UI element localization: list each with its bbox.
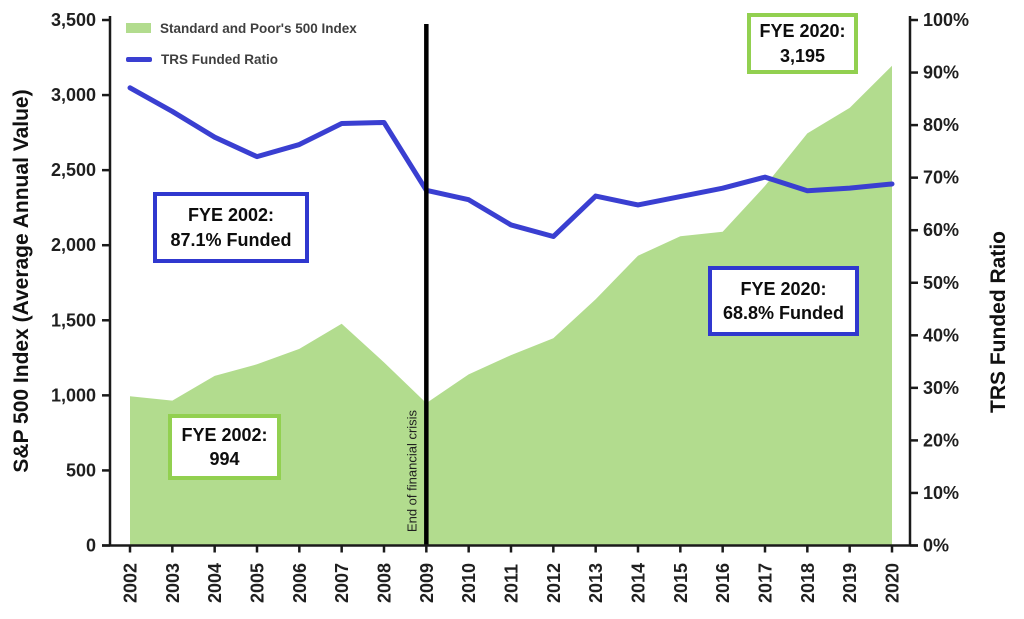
right-axis-tick-label: 100% — [923, 10, 969, 30]
trs-line-swatch-icon — [126, 56, 152, 62]
left-axis-tick-label: 500 — [66, 460, 96, 480]
right-axis-tick-label: 40% — [923, 325, 959, 345]
annotation-fye2020-index: FYE 2020: 3,195 — [747, 13, 858, 74]
annotation-fye2002-funded: FYE 2002: 87.1% Funded — [153, 192, 309, 263]
right-axis-tick-label: 30% — [923, 378, 959, 398]
x-axis-tick-label: 2004 — [205, 563, 225, 603]
legend-item-trs: TRS Funded Ratio — [126, 47, 357, 71]
annotation-line: 68.8% Funded — [722, 303, 845, 323]
x-axis-tick-label: 2012 — [544, 563, 564, 603]
legend-label-trs: TRS Funded Ratio — [161, 51, 278, 67]
right-axis-tick-label: 60% — [923, 220, 959, 240]
annotation-line: 994 — [209, 449, 240, 469]
x-axis-tick-label: 2018 — [798, 563, 818, 603]
right-axis-tick-label: 20% — [923, 430, 959, 450]
legend-item-sp500: Standard and Poor's 500 Index — [126, 16, 357, 40]
right-axis-title: TRS Funded Ratio — [987, 231, 1010, 413]
left-axis-title: S&P 500 Index (Average Annual Value) — [10, 89, 33, 473]
left-axis-tick-label: 0 — [86, 536, 96, 556]
event-line-label: End of financial crisis — [404, 409, 420, 533]
left-axis-tick-label: 1,000 — [51, 385, 96, 405]
left-axis-tick-label: 3,500 — [51, 10, 96, 30]
x-axis-tick-label: 2011 — [502, 564, 522, 603]
annotation-line: 87.1% Funded — [170, 229, 292, 250]
x-axis-tick-label: 2016 — [713, 563, 733, 603]
annotation-line: FYE 2020: — [740, 278, 827, 299]
right-axis-tick-label: 10% — [923, 483, 959, 503]
sp500-area-series — [130, 65, 892, 546]
x-axis-tick-label: 2008 — [375, 563, 395, 603]
x-axis-tick-label: 2020 — [883, 563, 903, 603]
legend-label-sp500: Standard and Poor's 500 Index — [160, 20, 357, 36]
annotation-line: 3,195 — [779, 45, 826, 66]
x-axis-tick-label: 2019 — [840, 563, 860, 603]
annotation-line: FYE 2020: — [759, 21, 846, 42]
left-axis-tick-label: 1,500 — [51, 310, 96, 330]
x-axis-tick-label: 2002 — [121, 563, 141, 603]
right-axis-tick-label: 70% — [923, 168, 959, 188]
x-axis-tick-label: 2013 — [586, 563, 606, 603]
left-axis-tick-label: 3,000 — [51, 85, 96, 105]
right-axis-tick-label: 80% — [923, 115, 959, 135]
right-axis-tick-label: 90% — [923, 63, 959, 83]
left-axis-tick-label: 2,000 — [51, 235, 96, 255]
x-axis-tick-label: 2005 — [248, 563, 268, 603]
x-axis-tick-label: 2003 — [163, 563, 183, 603]
x-axis-tick-label: 2007 — [332, 563, 352, 603]
legend: Standard and Poor's 500 Index TRS Funded… — [126, 16, 357, 78]
x-axis-tick-label: 2014 — [629, 563, 649, 603]
left-axis-tick-label: 2,500 — [51, 160, 96, 180]
x-axis-tick-label: 2006 — [290, 563, 310, 603]
x-axis-tick-label: 2017 — [756, 563, 776, 603]
trs-funded-ratio-line — [127, 85, 895, 240]
sp500-area-swatch-icon — [126, 23, 151, 33]
x-axis-tick-label: 2015 — [671, 563, 691, 603]
x-axis-tick-label: 2009 — [417, 563, 437, 603]
annotation-line: FYE 2002: — [181, 424, 268, 445]
right-axis-tick-label: 0% — [923, 536, 949, 556]
annotation-fye2020-funded: FYE 2020: 68.8% Funded — [708, 266, 859, 336]
annotation-fye2002-index: FYE 2002: 994 — [168, 414, 281, 480]
right-axis-tick-label: 50% — [923, 273, 959, 293]
annotation-line: FYE 2002: — [187, 205, 275, 226]
x-axis-tick-label: 2010 — [459, 563, 479, 603]
